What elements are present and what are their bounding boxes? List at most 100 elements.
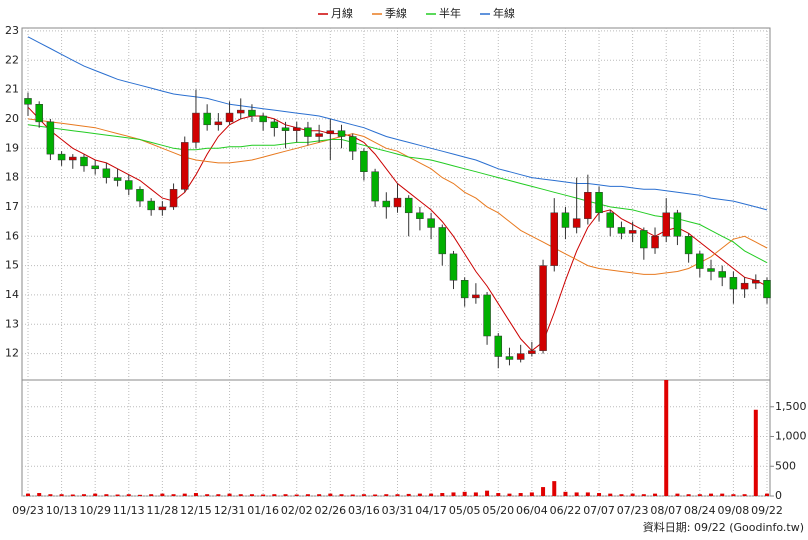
volume-bar	[81, 494, 86, 496]
y-tick-label: 20	[5, 112, 19, 125]
candle-body	[572, 218, 581, 228]
candle-body	[225, 112, 234, 123]
candle-body	[438, 227, 447, 255]
x-tick-label: 09/22	[751, 504, 783, 517]
candle-body	[662, 212, 670, 237]
candle-body	[673, 212, 682, 237]
x-tick-label: 01/16	[247, 504, 279, 517]
candle-body	[460, 280, 469, 299]
candle-body	[35, 104, 43, 123]
candle-body	[628, 230, 637, 234]
volume-bar	[160, 493, 165, 496]
volume-bar	[339, 494, 344, 496]
candle-body	[315, 133, 323, 137]
candle-body	[382, 200, 391, 208]
legend-label: 半年	[439, 6, 461, 20]
x-tick-label: 11/13	[113, 504, 145, 517]
candle-body	[337, 130, 346, 137]
candle-body	[360, 150, 368, 172]
y2-tick-label: 1,000	[775, 430, 807, 443]
candle-body	[539, 265, 547, 351]
volume-bar	[619, 494, 624, 496]
footer: 資料日期: 09/22 (Goodinfo.tw)	[643, 520, 804, 534]
candle-body	[169, 189, 178, 208]
moving-average-line	[27, 124, 768, 264]
volume-bar	[709, 493, 714, 496]
x-tick-label: 02/26	[314, 504, 346, 517]
volume-bar	[429, 493, 434, 496]
candle-body	[80, 156, 88, 167]
volume-bar	[384, 494, 389, 496]
volume-bar	[720, 493, 725, 496]
volume-bar	[283, 494, 288, 496]
volume-bar	[753, 409, 758, 496]
x-tick-label: 09/23	[12, 504, 44, 517]
candle-body	[281, 127, 290, 131]
candle-body	[752, 280, 760, 284]
candle-body	[203, 112, 211, 126]
volume-bar	[350, 494, 355, 496]
candle-body	[684, 236, 693, 255]
volume-bar	[608, 493, 613, 496]
volume-bar	[742, 494, 747, 496]
candle-body	[91, 165, 99, 170]
candle-body	[136, 189, 144, 202]
x-tick-label: 12/31	[214, 504, 246, 517]
candle-body	[24, 98, 32, 105]
volume-bar	[417, 493, 422, 496]
candle-body	[516, 353, 525, 360]
volume-bar	[126, 494, 131, 496]
candle-body	[181, 142, 189, 190]
volume-bar	[507, 493, 512, 496]
x-tick-label: 08/24	[684, 504, 716, 517]
volume-bar	[697, 494, 702, 496]
candle-body	[259, 115, 267, 123]
x-tick-label: 05/05	[449, 504, 481, 517]
volume-bar	[541, 487, 546, 496]
candle-body	[606, 212, 614, 228]
volume-bar	[261, 494, 266, 496]
volume-bar	[653, 493, 658, 496]
x-tick-label: 11/28	[147, 504, 179, 517]
candle-body	[393, 197, 402, 208]
volume-bar	[26, 493, 30, 496]
candle-body	[707, 268, 715, 272]
volume-bar	[70, 494, 75, 496]
volume-bar	[765, 493, 769, 496]
volume-bar	[373, 494, 378, 496]
x-tick-label: 02/02	[281, 504, 313, 517]
y-tick-label: 19	[5, 141, 19, 154]
candle-body	[371, 171, 379, 202]
y-tick-label: 18	[5, 171, 19, 184]
candle-body	[640, 230, 648, 249]
legend-label: 月線	[331, 6, 353, 20]
volume-bar	[238, 494, 243, 496]
volume-bar	[462, 491, 467, 496]
volume-bar	[149, 494, 154, 496]
legend-label: 季線	[385, 6, 407, 20]
volume-bar	[731, 494, 736, 496]
legend-label: 年線	[493, 6, 515, 20]
x-tick-label: 10/29	[79, 504, 111, 517]
candle-body	[270, 121, 279, 128]
x-tick-label: 06/04	[516, 504, 548, 517]
volume-bar	[395, 494, 400, 496]
volume-bar	[48, 494, 53, 496]
x-tick-label: 03/16	[348, 504, 380, 517]
candle-body	[550, 212, 559, 266]
candle-body	[326, 130, 335, 134]
candle-body	[158, 206, 167, 211]
volume-bar	[59, 494, 64, 496]
volume-bar	[529, 492, 534, 496]
candle-body	[192, 112, 200, 143]
candle-body	[236, 109, 245, 114]
volume-bar	[115, 494, 120, 496]
candle-body	[718, 271, 726, 278]
candle-body	[348, 136, 357, 152]
y-tick-label: 12	[5, 347, 19, 360]
y-tick-label: 23	[5, 24, 19, 37]
volume-bar	[216, 494, 221, 496]
candle-body	[57, 153, 66, 161]
y-tick-label: 17	[5, 200, 19, 213]
